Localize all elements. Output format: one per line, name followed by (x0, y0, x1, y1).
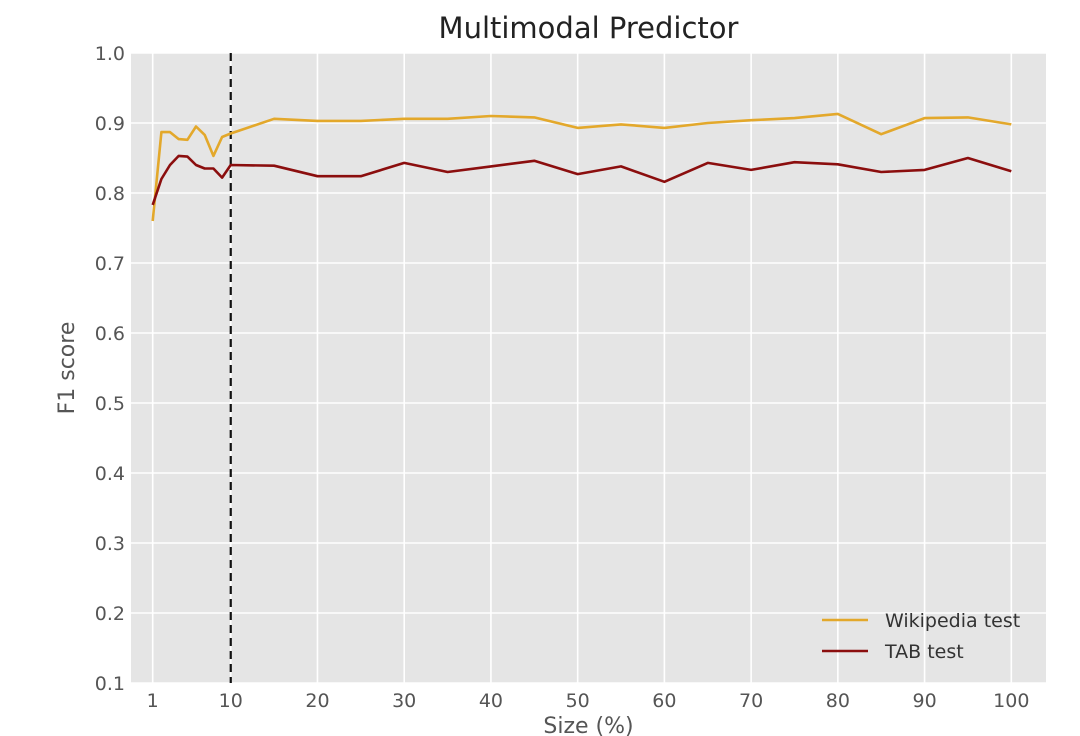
y-axis-label: F1 score (55, 322, 80, 415)
series-layer (151, 112, 1012, 222)
y-tick-label: 0.2 (95, 603, 125, 625)
x-tick-label: 70 (739, 690, 763, 712)
y-axis-ticks: 0.1 0.2 0.3 0.4 0.5 0.6 0.7 0.8 0.9 1.0 (95, 43, 125, 695)
y-tick-label: 0.7 (95, 253, 125, 275)
legend-label-0: Wikipedia test (885, 610, 1020, 632)
x-tick-label: 60 (652, 690, 676, 712)
gridlines (131, 52, 1046, 684)
plot-area (131, 53, 1046, 683)
legend: Wikipedia test TAB test (822, 610, 1020, 663)
x-tick-label: 1 (147, 690, 159, 712)
y-tick-label: 0.8 (95, 183, 125, 205)
x-tick-label: 90 (912, 690, 936, 712)
y-tick-label: 0.5 (95, 393, 125, 415)
y-tick-label: 0.3 (95, 533, 125, 555)
y-tick-label: 0.6 (95, 323, 125, 345)
y-tick-label: 0.9 (95, 113, 125, 135)
y-tick-label: 0.1 (95, 673, 125, 695)
x-axis-ticks: 1 10 20 30 40 50 60 70 80 90 100 (147, 690, 1030, 712)
x-tick-label: 50 (566, 690, 590, 712)
x-tick-label: 100 (993, 690, 1029, 712)
x-tick-label: 80 (826, 690, 850, 712)
x-axis-label: Size (%) (543, 714, 633, 736)
y-tick-label: 0.4 (95, 463, 125, 485)
legend-label-1: TAB test (884, 641, 964, 663)
x-tick-label: 40 (479, 690, 503, 712)
x-tick-label: 10 (219, 690, 243, 712)
series-line-1 (151, 154, 1012, 206)
chart-title: Multimodal Predictor (439, 11, 739, 45)
x-tick-label: 20 (305, 690, 329, 712)
x-tick-label: 30 (392, 690, 416, 712)
y-tick-label: 1.0 (95, 43, 125, 65)
series-line-0 (151, 112, 1012, 222)
